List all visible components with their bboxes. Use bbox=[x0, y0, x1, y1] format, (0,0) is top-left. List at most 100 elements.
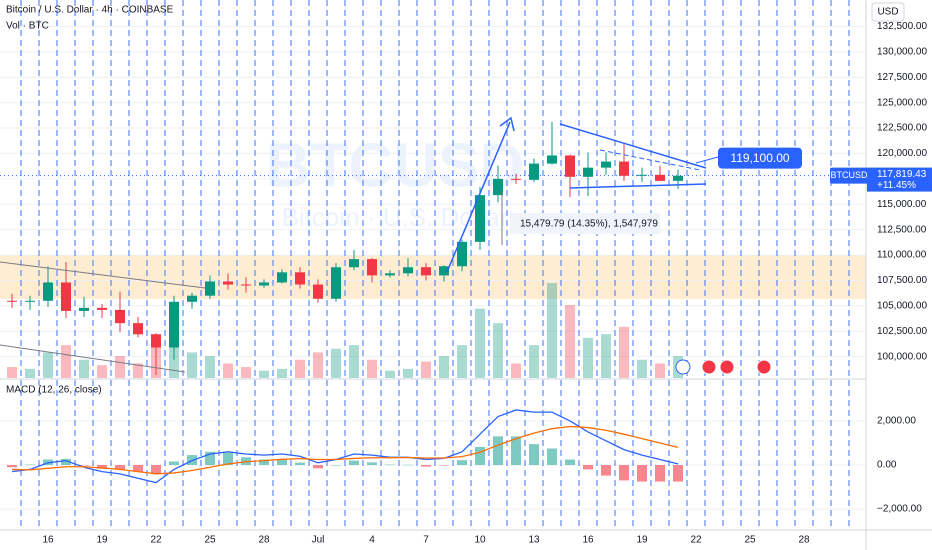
y-tick-label: 105,000.00 bbox=[877, 300, 927, 311]
volume-bar bbox=[259, 370, 269, 378]
histogram-bar bbox=[475, 446, 485, 466]
volume-bar bbox=[565, 304, 575, 378]
grid-layer bbox=[0, 25, 866, 510]
candle-body bbox=[349, 259, 359, 268]
candle-body bbox=[241, 284, 251, 286]
candle-body bbox=[511, 178, 521, 180]
volume-bar bbox=[367, 359, 377, 378]
volume-bar bbox=[7, 367, 17, 378]
histogram-bar bbox=[61, 458, 71, 466]
histogram-bar bbox=[529, 444, 539, 466]
histogram-bar bbox=[223, 452, 233, 466]
histogram-bar bbox=[277, 459, 287, 466]
y-tick-label: 125,000.00 bbox=[877, 97, 927, 108]
volume-bar bbox=[403, 368, 413, 378]
symbol-label: BTCUSD bbox=[830, 170, 868, 180]
watermark: BTCUSD bbox=[266, 131, 524, 200]
histogram-bar bbox=[349, 460, 359, 466]
triangle-lower bbox=[569, 183, 707, 189]
candle-body bbox=[439, 266, 449, 276]
histogram-bar bbox=[313, 465, 323, 469]
candle-body bbox=[655, 174, 665, 181]
volume-title: Vol · BTC bbox=[6, 21, 49, 32]
candle-body bbox=[529, 163, 539, 180]
histogram-bar bbox=[439, 465, 449, 466]
histogram-bar bbox=[151, 465, 161, 474]
measure-label: 15,479.79 (14.35%), 1,547,979 bbox=[520, 219, 658, 230]
histogram-bar bbox=[331, 465, 341, 466]
candle-body bbox=[223, 281, 233, 285]
histogram-bar bbox=[619, 465, 629, 481]
candle-body bbox=[79, 307, 89, 311]
x-tick-label: 7 bbox=[423, 535, 429, 546]
event-flag[interactable] bbox=[701, 359, 717, 375]
currency-box[interactable] bbox=[871, 2, 905, 22]
event-flag[interactable] bbox=[756, 359, 772, 375]
trend-line bbox=[0, 344, 186, 373]
candle-body bbox=[421, 267, 431, 276]
candle-body bbox=[277, 272, 287, 283]
volume-bar bbox=[115, 356, 125, 378]
x-tick-label: 16 bbox=[42, 535, 54, 546]
x-tick-label: Jul bbox=[312, 535, 325, 546]
y-tick-label: 100,000.00 bbox=[877, 351, 927, 362]
change-label: +11.45% bbox=[877, 180, 916, 191]
y-tick-label: 127,500.00 bbox=[877, 72, 927, 83]
volume-bar bbox=[457, 345, 467, 378]
candle-body bbox=[565, 155, 575, 177]
volume-bar bbox=[421, 361, 431, 378]
candle-body bbox=[547, 155, 557, 164]
histogram-bar bbox=[295, 462, 305, 466]
chart-title: Bitcoin / U.S. Dollar · 4h · COINBASE bbox=[6, 5, 174, 16]
histogram-bar bbox=[403, 464, 413, 466]
histogram-bar bbox=[367, 462, 377, 466]
candle-body bbox=[133, 323, 143, 335]
y-tick-label: 122,500.00 bbox=[877, 123, 927, 134]
histogram-bar bbox=[511, 436, 521, 466]
y-tick-label: 102,500.00 bbox=[877, 326, 927, 337]
candle-body bbox=[673, 175, 683, 181]
candle-body bbox=[61, 282, 71, 311]
event-icon[interactable] bbox=[675, 359, 691, 375]
price-axis-bg bbox=[866, 0, 932, 530]
histogram-bar bbox=[385, 464, 395, 466]
arrow-line bbox=[446, 121, 511, 273]
histogram-bar bbox=[7, 465, 17, 468]
candle-body bbox=[457, 241, 467, 267]
candle-body bbox=[151, 334, 161, 348]
histogram-bar bbox=[421, 465, 431, 467]
volume-bar bbox=[295, 359, 305, 378]
histogram-bar bbox=[169, 461, 179, 466]
event-flag[interactable] bbox=[719, 359, 735, 375]
range-box bbox=[0, 255, 866, 299]
volume-bar bbox=[25, 368, 35, 378]
candle-body bbox=[97, 307, 107, 310]
measure-box bbox=[510, 213, 660, 234]
last-price-label: 117,819.43 bbox=[877, 169, 927, 180]
arrow-head bbox=[499, 116, 515, 132]
x-tick-label: 10 bbox=[474, 535, 486, 546]
candle-body bbox=[43, 282, 53, 301]
x-tick-label: 19 bbox=[636, 535, 648, 546]
y-tick-label: −2,000.00 bbox=[877, 504, 922, 515]
candle-body bbox=[187, 295, 197, 302]
volume-bar bbox=[277, 368, 287, 378]
candle-body bbox=[259, 282, 269, 286]
y-tick-label: 120,000.00 bbox=[877, 148, 927, 159]
volume-bar bbox=[439, 356, 449, 378]
x-tick-label: 4 bbox=[369, 535, 375, 546]
histogram-bar bbox=[25, 464, 35, 466]
volume-bar bbox=[61, 345, 71, 378]
y-tick-label: 112,500.00 bbox=[877, 224, 927, 235]
volume-bar bbox=[133, 363, 143, 378]
candle-body bbox=[367, 259, 377, 276]
x-tick-label: 25 bbox=[204, 535, 216, 546]
histogram-bar bbox=[79, 465, 89, 466]
volume-bar bbox=[97, 365, 107, 378]
histogram-bar bbox=[673, 465, 683, 482]
last-price-box bbox=[867, 167, 932, 192]
volume-bar bbox=[475, 308, 485, 378]
marks-layer bbox=[7, 121, 683, 484]
histogram-bar bbox=[457, 460, 467, 466]
y-tick-label: 0.00 bbox=[877, 460, 897, 471]
